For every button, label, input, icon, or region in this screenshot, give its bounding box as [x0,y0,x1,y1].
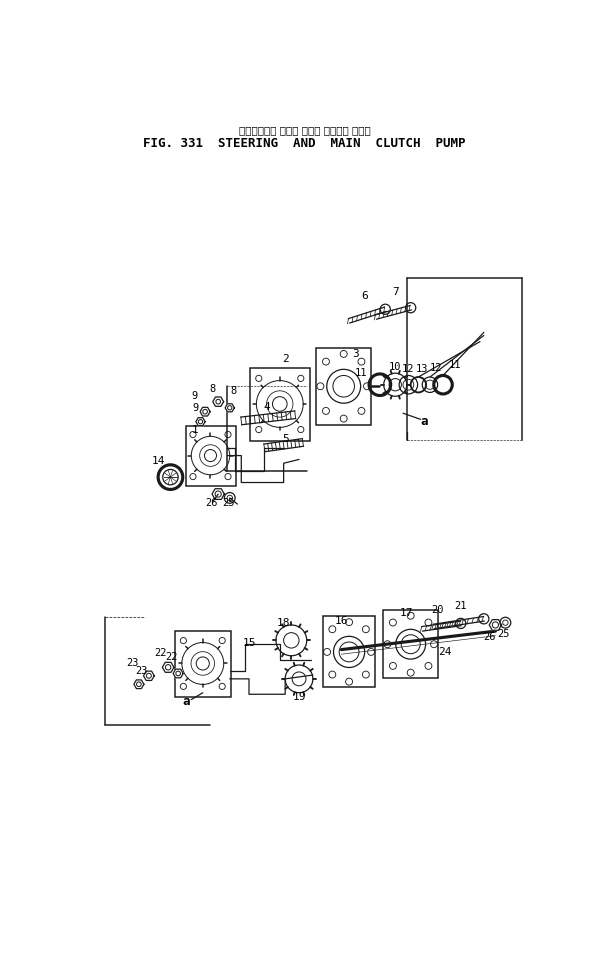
Text: a: a [182,696,189,708]
Text: ステアリング および メイン クラッチ ポンプ: ステアリング および メイン クラッチ ポンプ [239,126,370,135]
Polygon shape [225,404,235,412]
Text: 15: 15 [242,637,256,648]
Bar [175,631,230,697]
Text: 8: 8 [230,386,237,396]
Text: 26: 26 [484,631,496,641]
Text: 9: 9 [192,403,198,413]
Text: 2: 2 [282,353,289,364]
Polygon shape [196,417,205,425]
Text: 22: 22 [154,648,167,659]
Text: 3: 3 [352,349,359,359]
Text: 8: 8 [209,383,215,393]
Polygon shape [489,620,501,631]
Text: 1: 1 [192,425,198,435]
Text: 21: 21 [454,600,467,611]
Text: 23: 23 [135,667,147,676]
Bar [383,610,438,678]
Text: 13: 13 [416,364,428,375]
Text: 25: 25 [497,630,509,639]
Text: 24: 24 [438,647,452,657]
Polygon shape [173,669,183,678]
Bar [323,617,375,687]
Text: a: a [420,415,428,428]
Text: 11: 11 [448,360,461,370]
Text: 16: 16 [334,616,348,626]
Text: 9: 9 [191,391,197,401]
Text: 20: 20 [431,605,444,615]
Text: 6: 6 [361,291,368,302]
Text: FIG. 331  STEERING  AND  MAIN  CLUTCH  PUMP: FIG. 331 STEERING AND MAIN CLUTCH PUMP [143,137,466,150]
Text: 11: 11 [355,368,367,378]
Polygon shape [212,488,225,499]
Text: 18: 18 [277,619,290,629]
Text: 10: 10 [388,362,401,372]
Polygon shape [134,680,144,689]
Text: 12: 12 [402,364,415,374]
Polygon shape [213,397,223,407]
Text: 25: 25 [222,497,235,508]
Text: 23: 23 [127,659,139,668]
Text: 26: 26 [205,498,217,508]
Text: 14: 14 [152,456,166,466]
Bar [186,425,236,486]
Bar [249,368,310,441]
Bar [316,347,371,425]
Text: 22: 22 [166,652,178,663]
Text: 4: 4 [263,402,270,412]
Polygon shape [200,408,210,416]
Text: 12: 12 [430,363,443,373]
Polygon shape [162,663,174,672]
Text: 7: 7 [392,287,399,298]
Polygon shape [144,671,154,680]
Text: 5: 5 [282,434,289,444]
Text: 17: 17 [400,608,413,619]
Text: 19: 19 [292,693,306,703]
